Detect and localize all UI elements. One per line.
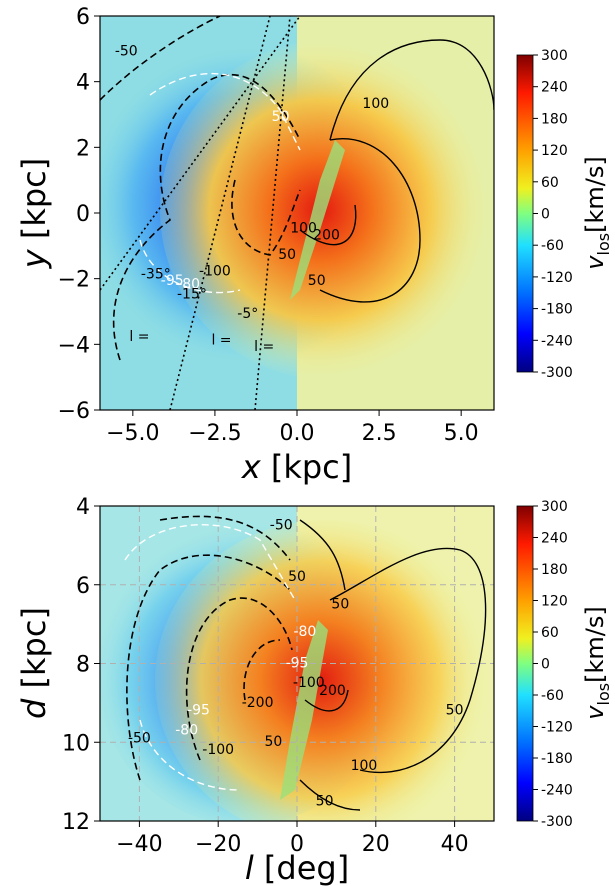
bottom-colorbar-label: vlos[km/s] bbox=[581, 606, 613, 719]
top-y-tick-label: 2 bbox=[76, 136, 90, 161]
top-colorbar-tick-label: 300 bbox=[541, 48, 568, 64]
top-panel: -50100505050100200-100-80-95-35°-15°-5°l… bbox=[15, 5, 613, 486]
top-contour-label: -100 bbox=[199, 263, 231, 279]
top-contour-label: 100 bbox=[290, 221, 317, 237]
bottom-contours bbox=[124, 515, 487, 811]
top-heatmap bbox=[100, 16, 494, 410]
top-x-ticks: −5.0 −2.5 0.0 2.5 5.0 bbox=[106, 410, 479, 446]
bottom-x-ticks: −40 −20 0 20 40 bbox=[116, 821, 469, 857]
bottom-colorbar-tick-label: 300 bbox=[541, 499, 568, 515]
bottom-colorbar-tick-label: 60 bbox=[541, 625, 559, 641]
top-y-ticks: 6 4 2 0 −2 −4 −6 bbox=[58, 5, 100, 424]
top-contour-label: 100 bbox=[362, 96, 389, 112]
bottom-contour-label: 50 bbox=[316, 793, 334, 809]
top-contour-label: l = bbox=[129, 329, 149, 345]
top-colorbar bbox=[516, 54, 534, 373]
top-colorbar-tick-label: -240 bbox=[541, 333, 573, 349]
bottom-y-tick-label: 8 bbox=[76, 653, 90, 678]
bottom-heatmap bbox=[100, 506, 494, 821]
top-contour-label: 50 bbox=[308, 273, 326, 289]
bottom-colorbar bbox=[516, 505, 534, 822]
bottom-x-tick-label: 40 bbox=[441, 832, 469, 857]
top-colorbar-tick-label: -180 bbox=[541, 302, 573, 318]
bottom-colorbar-tick-label: -60 bbox=[541, 688, 564, 704]
bottom-y-tick-label: 6 bbox=[76, 574, 90, 599]
bottom-x-tick-label: 0 bbox=[290, 832, 304, 857]
bottom-colorbar-tick-label: 240 bbox=[541, 531, 568, 547]
bottom-y-tick-label: 4 bbox=[76, 495, 90, 520]
bottom-contour-label: 100 bbox=[351, 758, 378, 774]
bottom-colorbar-tick-label: -240 bbox=[541, 783, 573, 799]
top-contours bbox=[100, 16, 494, 410]
top-y-tick-label: −6 bbox=[58, 399, 90, 424]
bottom-contour-label: -95 bbox=[187, 703, 210, 719]
top-colorbar-tick-label: 120 bbox=[541, 143, 568, 159]
bottom-contour-label: -100 bbox=[202, 742, 234, 758]
top-y-tick-label: 6 bbox=[76, 5, 90, 30]
bottom-colorbar-tick-label: 120 bbox=[541, 594, 568, 610]
top-colorbar-tick-label: 240 bbox=[541, 80, 568, 96]
top-contour-label: -15° bbox=[177, 286, 207, 302]
top-x-tick-label: 5.0 bbox=[444, 421, 479, 446]
bottom-colorbar-ticks: 300 240 180 120 60 0 -60 -120 -180 -240 -300 bbox=[533, 499, 573, 830]
bottom-colorbar-tick-label: -180 bbox=[541, 751, 573, 767]
bottom-colorbar-tick-label: 180 bbox=[541, 562, 568, 578]
top-colorbar-ticks: 300 240 180 120 60 0 -60 -120 -180 -240 -300 bbox=[533, 48, 573, 381]
bottom-contour-label: 50 bbox=[288, 569, 306, 585]
top-y-tick-label: −2 bbox=[58, 268, 90, 293]
bottom-contour-label: -50 bbox=[270, 518, 293, 534]
top-contour-label: l = bbox=[211, 332, 231, 348]
top-x-tick-label: 0.0 bbox=[280, 421, 315, 446]
top-y-tick-label: 0 bbox=[76, 202, 90, 227]
bottom-x-tick-label: −40 bbox=[116, 832, 162, 857]
top-colorbar-tick-label: 180 bbox=[541, 111, 568, 127]
top-y-tick-label: 4 bbox=[76, 71, 90, 96]
top-contour-label: 50 bbox=[278, 247, 296, 263]
top-contour-label: -5° bbox=[237, 306, 258, 322]
top-contour-label: -50 bbox=[115, 43, 138, 59]
bottom-colorbar-tick-label: -120 bbox=[541, 720, 573, 736]
bottom-x-axis-label: l [deg] bbox=[245, 849, 349, 886]
top-colorbar-label: vlos[km/s] bbox=[581, 156, 613, 269]
bottom-contour-label: -95 bbox=[286, 655, 309, 671]
bottom-contour-label: 50 bbox=[331, 596, 349, 612]
bottom-colorbar-tick-label: -300 bbox=[541, 814, 573, 830]
top-contour-labels: -50100505050100200-100-80-95-35°-15°-5°l… bbox=[115, 43, 389, 355]
bottom-y-tick-label: 10 bbox=[62, 731, 90, 756]
top-x-tick-label: −5.0 bbox=[106, 421, 159, 446]
bottom-contour-label: 50 bbox=[264, 734, 282, 750]
bottom-contour-label: 200 bbox=[319, 683, 346, 699]
top-contour-label: -80 bbox=[177, 277, 200, 293]
bottom-contour-label: -50 bbox=[128, 730, 151, 746]
bottom-y-ticks: 4 6 8 10 12 bbox=[62, 495, 100, 835]
top-x-tick-label: 2.5 bbox=[362, 421, 397, 446]
top-x-axis-label: x [kpc] bbox=[241, 448, 353, 486]
bottom-x-tick-label: −20 bbox=[195, 832, 241, 857]
top-colorbar-tick-label: 60 bbox=[541, 175, 559, 191]
top-colorbar-tick-label: 0 bbox=[541, 207, 550, 223]
top-y-axis-label: y [kpc] bbox=[15, 158, 53, 270]
top-contour-label: l = bbox=[254, 339, 274, 355]
top-colorbar-tick-label: -120 bbox=[541, 270, 573, 286]
top-colorbar-tick-label: -300 bbox=[541, 365, 573, 381]
bottom-y-tick-label: 12 bbox=[62, 810, 90, 835]
top-contour-label: 50 bbox=[272, 109, 290, 125]
bottom-y-axis-label: d [kpc] bbox=[15, 607, 53, 719]
top-contour-label: -95 bbox=[161, 273, 184, 289]
bottom-contour-label: -100 bbox=[293, 675, 325, 691]
bottom-x-tick-label: 20 bbox=[362, 832, 390, 857]
top-contour-label: 200 bbox=[313, 227, 340, 243]
top-y-tick-label: −4 bbox=[58, 333, 90, 358]
bottom-contour-label: -200 bbox=[242, 695, 274, 711]
top-x-tick-label: −2.5 bbox=[188, 421, 241, 446]
bottom-contour-label: -80 bbox=[175, 722, 198, 738]
bottom-contour-label: -80 bbox=[293, 624, 316, 640]
top-contour-label: -35° bbox=[141, 267, 171, 283]
top-colorbar-tick-label: -60 bbox=[541, 238, 564, 254]
bottom-colorbar-tick-label: 0 bbox=[541, 657, 550, 673]
bottom-contour-label: 50 bbox=[446, 703, 464, 719]
